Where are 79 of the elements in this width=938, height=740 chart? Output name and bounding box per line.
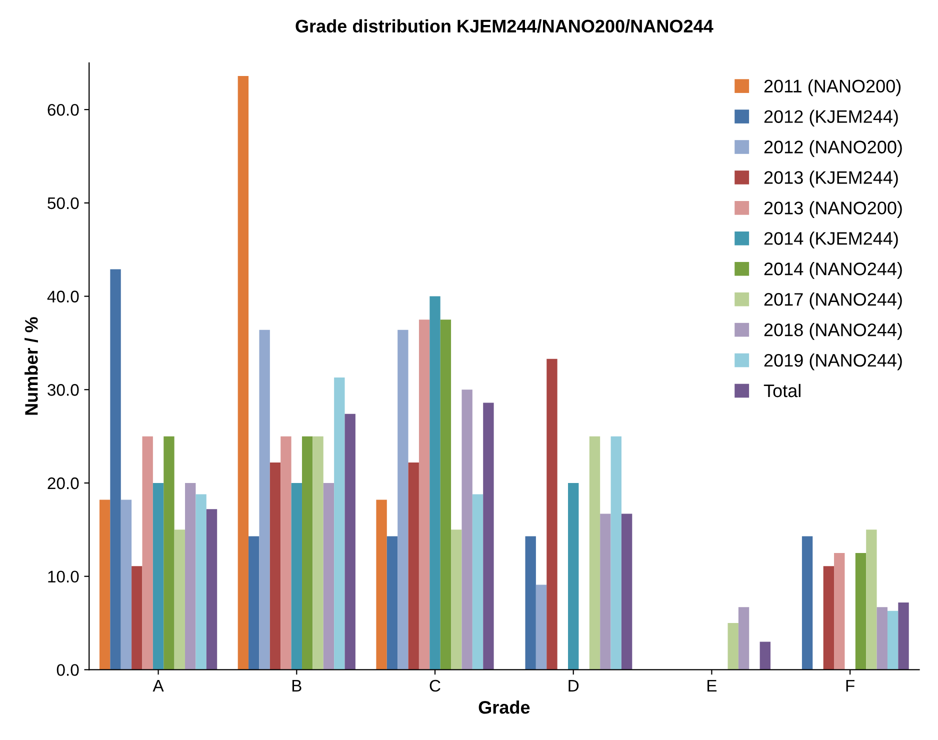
- bar: [270, 462, 281, 670]
- bar: [291, 482, 302, 670]
- bar: [152, 482, 164, 670]
- bar: [802, 536, 813, 670]
- bar: [472, 494, 484, 670]
- bar: [610, 436, 622, 670]
- bar: [430, 296, 440, 670]
- bar: [462, 390, 472, 670]
- bar: [398, 330, 408, 670]
- bar: [728, 623, 738, 670]
- legend-label: 2014 (NANO244): [764, 262, 902, 279]
- y-tick-label: 60.0: [48, 104, 79, 116]
- bar: [600, 514, 611, 670]
- bar: [99, 500, 110, 670]
- legend-label: 2014 (KJEM244): [764, 232, 898, 248]
- bar: [323, 482, 334, 670]
- x-tick-label: B: [292, 680, 302, 692]
- bar: [280, 436, 292, 670]
- legend-label: 2012 (KJEM244): [764, 110, 898, 127]
- bar: [823, 566, 834, 670]
- bar: [302, 436, 313, 670]
- x-tick-label: E: [708, 680, 717, 692]
- bar: [174, 530, 186, 670]
- bar: [185, 482, 196, 670]
- bar: [206, 509, 218, 670]
- bar: [536, 584, 547, 670]
- y-axis-title: Number / %: [24, 317, 38, 415]
- bar: [110, 269, 121, 670]
- y-tick-label: 0.0: [56, 664, 79, 676]
- bar: [876, 607, 888, 670]
- legend-label: 2012 (NANO200): [764, 140, 902, 158]
- bar: [120, 500, 132, 670]
- bar: [132, 566, 142, 670]
- y-tick-label: 50.0: [48, 197, 79, 210]
- y-tick-label: 20.0: [48, 477, 79, 490]
- bar: [589, 436, 600, 670]
- legend-label: 2013 (KJEM244): [764, 170, 898, 188]
- bar: [344, 414, 356, 670]
- bar: [483, 402, 494, 670]
- bar: [386, 536, 398, 670]
- bar: [334, 378, 345, 670]
- bar: [898, 602, 909, 670]
- bar: [568, 482, 579, 670]
- bar: [440, 320, 452, 670]
- legend-label: 2019 (NANO244): [764, 353, 902, 370]
- bar: [738, 607, 750, 670]
- legend-label: 2017 (NANO244): [764, 292, 902, 310]
- legend-label: 2018 (NANO244): [764, 322, 902, 340]
- bar: [834, 553, 845, 670]
- legend-label: 2011 (NANO200): [764, 79, 901, 96]
- x-tick-label: D: [568, 680, 579, 692]
- x-tick-label: A: [152, 680, 164, 692]
- legend-label: Total: [764, 384, 800, 398]
- bar: [451, 530, 462, 670]
- bar: [376, 500, 387, 670]
- bar: [760, 642, 771, 670]
- x-tick-label: C: [430, 680, 440, 692]
- y-tick-label: 10.0: [48, 570, 79, 583]
- bar: [164, 436, 174, 670]
- bar: [866, 530, 877, 670]
- x-axis-title: Grade: [478, 700, 530, 714]
- x-tick-label: F: [846, 680, 854, 692]
- bar: [196, 494, 206, 670]
- bar: [887, 610, 898, 670]
- y-tick-label: 40.0: [47, 290, 79, 302]
- bar: [248, 536, 260, 670]
- legend-label: 2013 (NANO200): [764, 201, 902, 218]
- y-tick-label: 30.0: [48, 384, 79, 396]
- bar: [142, 436, 153, 670]
- bar: [855, 553, 866, 670]
- bar: [259, 330, 270, 670]
- bar: [312, 436, 324, 670]
- chart-title: Grade distribution KJEM244/NANO200/NANO244: [296, 19, 714, 33]
- bar: [408, 462, 419, 670]
- bar: [621, 514, 632, 670]
- bar: [238, 76, 249, 670]
- bar: [546, 358, 558, 670]
- bar: [418, 320, 430, 670]
- bar: [525, 536, 536, 670]
